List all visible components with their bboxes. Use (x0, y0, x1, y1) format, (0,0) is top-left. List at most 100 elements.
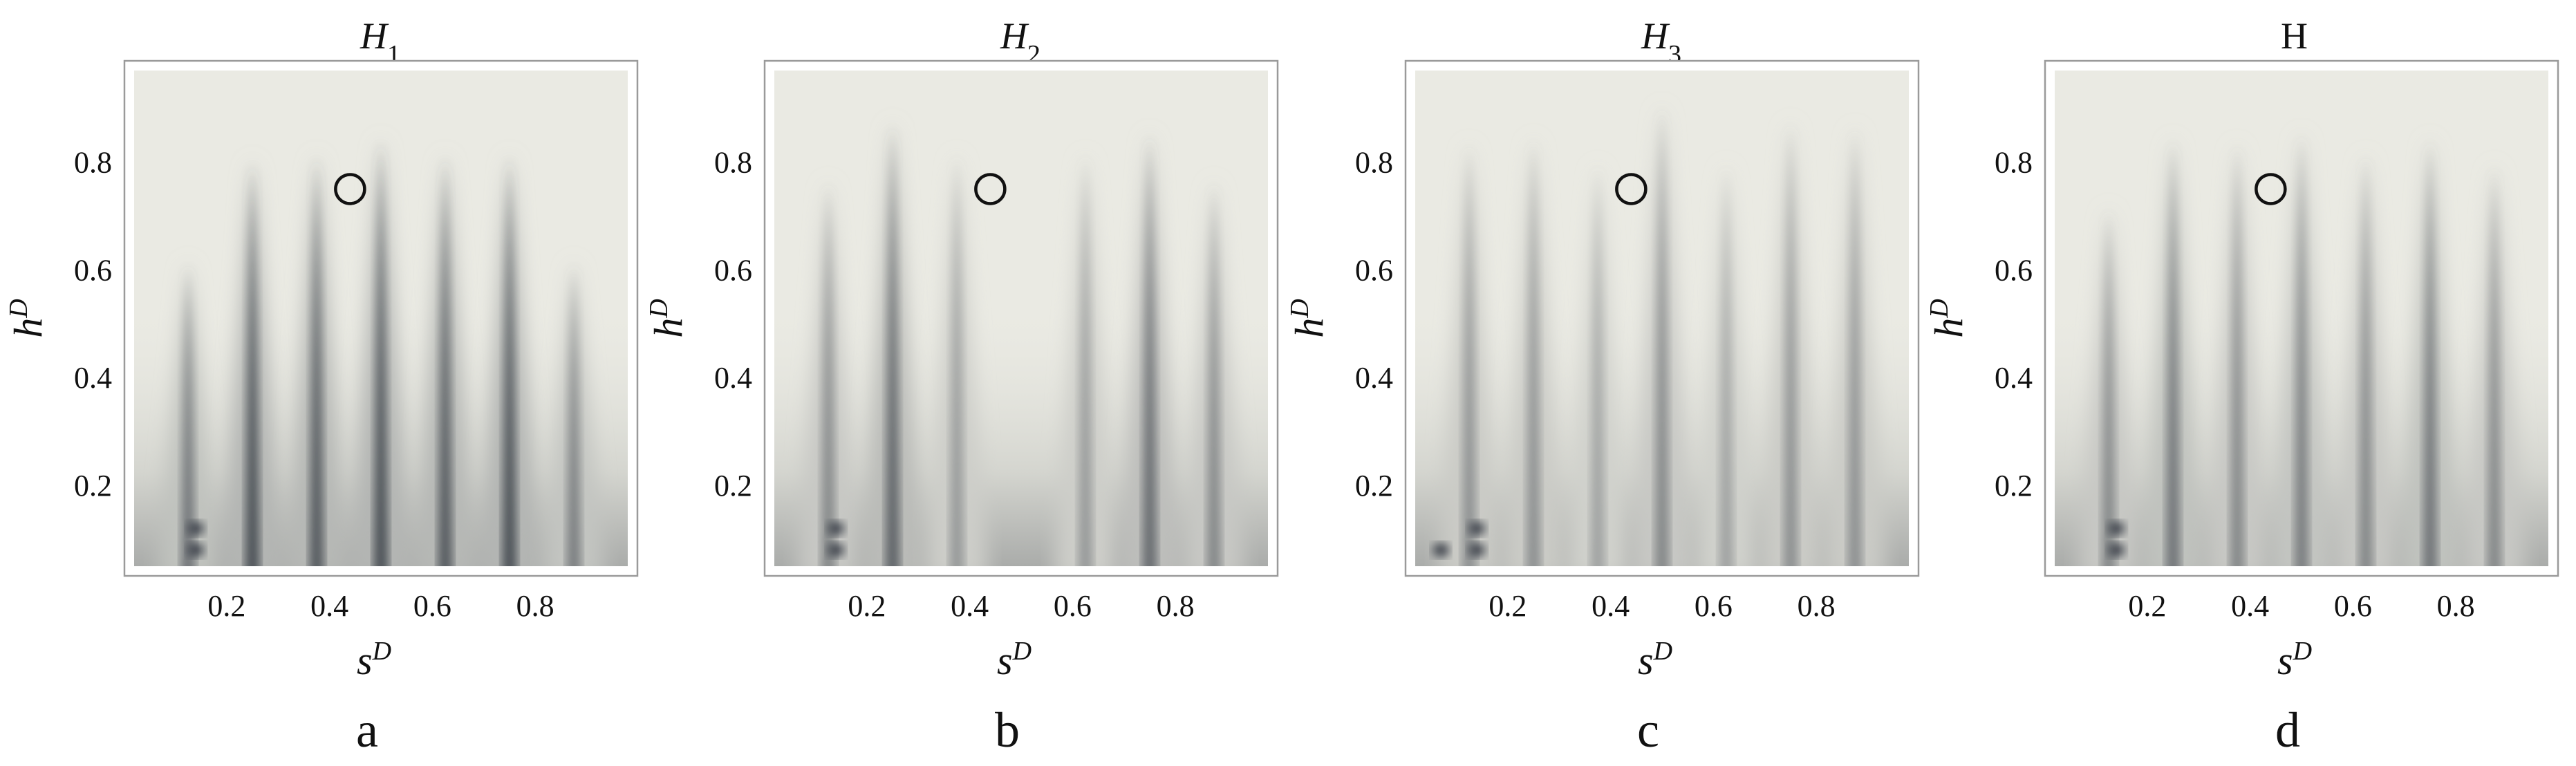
x-tick-label: 0.8 (1798, 589, 1836, 623)
heatmap-area (763, 59, 1279, 577)
heatmap-field (1415, 71, 1909, 566)
heatmap-field (134, 71, 628, 566)
y-axis-letter: h (1287, 318, 1332, 338)
x-ticks: 0.2 0.4 0.6 0.8 (1488, 589, 1835, 623)
x-tick-label: 0.4 (2231, 589, 2269, 623)
panel-b: H2 0.2 0.4 0.6 0.8 0.2 0.4 0.6 0.8 sD hD… (644, 15, 1279, 758)
x-tick-label: 0.2 (848, 589, 886, 623)
marker-circle (974, 173, 1007, 205)
y-tick-label: 0.8 (74, 145, 112, 179)
y-axis-superscript: D (4, 299, 33, 318)
y-axis-letter: h (6, 318, 50, 338)
y-axis-superscript: D (1925, 299, 1954, 318)
x-axis-superscript: D (1012, 637, 1032, 666)
y-tick-label: 0.4 (714, 361, 752, 395)
marker-circle (1615, 173, 1648, 205)
y-axis-superscript: D (644, 299, 673, 318)
x-ticks: 0.2 0.4 0.6 0.8 (848, 589, 1194, 623)
ridge-core (821, 185, 836, 566)
x-axis-superscript: D (2293, 637, 2312, 666)
ridge-core (1078, 158, 1093, 566)
x-tick-label: 0.4 (1592, 589, 1630, 623)
x-tick-label: 0.6 (1054, 589, 1092, 623)
panel-title: H (2281, 15, 2308, 57)
y-ticks: 0.2 0.4 0.6 0.8 (1355, 145, 1393, 503)
y-axis-letter: h (646, 318, 691, 338)
ridge-core (1462, 147, 1477, 566)
y-tick-label: 0.6 (74, 253, 112, 287)
x-tick-label: 0.2 (207, 589, 245, 623)
ridge-core (2358, 158, 2373, 566)
dark-spot (1468, 521, 1486, 536)
y-tick-label: 0.2 (1355, 469, 1393, 503)
heatmap-field (2055, 71, 2548, 566)
ridge-core (1590, 169, 1605, 566)
ridge-core (885, 126, 900, 566)
y-ticks: 0.2 0.4 0.6 0.8 (714, 145, 752, 503)
y-ticks: 0.2 0.4 0.6 0.8 (1995, 145, 2033, 503)
ridge-core (1783, 126, 1798, 566)
x-axis-superscript: D (1653, 637, 1672, 666)
y-axis-superscript: D (1285, 299, 1314, 318)
x-axis-label: sD (2277, 637, 2312, 683)
y-tick-label: 0.6 (1355, 253, 1393, 287)
ridge-core (502, 158, 517, 566)
x-axis-letter: s (1638, 638, 1654, 683)
dark-spot (828, 521, 845, 536)
x-tick-label: 0.6 (1695, 589, 1733, 623)
y-axis-label: hD (644, 299, 691, 337)
ridge-core (2165, 142, 2181, 566)
ridge-core (2294, 136, 2309, 566)
ridge-core (180, 265, 196, 566)
x-axis-label: sD (997, 637, 1032, 683)
y-tick-label: 0.4 (1995, 361, 2033, 395)
x-axis-superscript: D (372, 637, 391, 666)
ridge-core (373, 142, 389, 566)
ridge-core (245, 163, 260, 566)
x-tick-label: 0.2 (1488, 589, 1527, 623)
dark-spot (828, 543, 845, 557)
ridge-core (438, 158, 453, 566)
x-axis-letter: s (357, 638, 373, 683)
y-axis-letter: h (1926, 318, 1971, 338)
y-axis-label: hD (1925, 299, 1971, 337)
title-main: H (2281, 15, 2308, 57)
panel-a: H1 0.2 0.4 0.6 0.8 0.2 0.4 0.6 0.8 sD hD… (4, 15, 639, 758)
dark-spot (187, 543, 205, 557)
x-tick-label: 0.8 (2437, 589, 2475, 623)
y-tick-label: 0.2 (74, 469, 112, 503)
ridge-core (1719, 169, 1734, 566)
ridge-core (1206, 185, 1222, 566)
title-main: H (360, 15, 389, 57)
y-tick-label: 0.2 (1995, 469, 2033, 503)
dark-spot (187, 521, 205, 536)
ridge-core (2487, 169, 2502, 566)
heatmap-area (1404, 59, 1920, 577)
panel-letter: d (2275, 702, 2300, 758)
title-main: H (1000, 15, 1029, 57)
y-tick-label: 0.8 (714, 145, 752, 179)
dark-spot (1468, 543, 1486, 557)
dark-spot (2108, 521, 2125, 536)
heatmap-area (2044, 59, 2559, 577)
ridge-core (1654, 109, 1670, 566)
y-tick-label: 0.2 (714, 469, 752, 503)
y-tick-label: 0.8 (1995, 145, 2033, 179)
x-tick-label: 0.6 (413, 589, 451, 623)
x-tick-label: 0.6 (2334, 589, 2372, 623)
title-main: H (1641, 15, 1670, 57)
ridge-core (1142, 136, 1157, 566)
panel-letter: b (995, 702, 1020, 758)
ridge-core (2230, 147, 2245, 566)
x-axis-label: sD (1638, 637, 1672, 683)
heatmap-field (774, 71, 1268, 566)
x-tick-label: 0.2 (2128, 589, 2166, 623)
x-tick-label: 0.8 (516, 589, 554, 623)
x-ticks: 0.2 0.4 0.6 0.8 (2128, 589, 2474, 623)
x-tick-label: 0.8 (1157, 589, 1195, 623)
y-tick-label: 0.8 (1355, 145, 1393, 179)
ridge-core (2423, 142, 2438, 566)
panel-c: H3 0.2 0.4 0.6 0.8 0.2 0.4 0.6 0.8 sD hD… (1285, 15, 1920, 758)
ridge-core (1526, 142, 1541, 566)
x-axis-label: sD (357, 637, 391, 683)
